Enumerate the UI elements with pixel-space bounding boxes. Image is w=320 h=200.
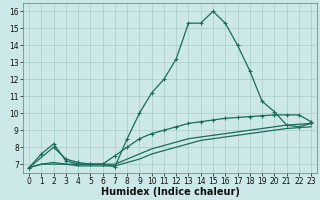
X-axis label: Humidex (Indice chaleur): Humidex (Indice chaleur) xyxy=(101,187,240,197)
